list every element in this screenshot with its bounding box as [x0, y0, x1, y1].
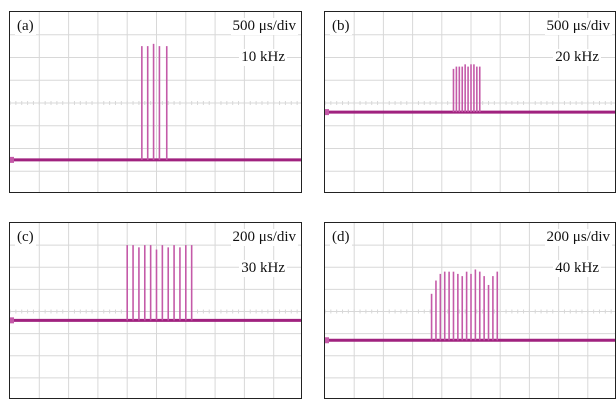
- scope-panel-a: (a) 500 μs/div 10 kHz: [9, 11, 302, 193]
- scope-panel-c: (c) 200 μs/div 30 kHz: [9, 222, 302, 399]
- frequency-label-b: 20 kHz: [553, 49, 601, 66]
- panel-label-b: (b): [330, 18, 352, 35]
- plot-area-c: [10, 223, 301, 398]
- plot-area-b: [325, 12, 615, 192]
- timebase-label-c: 200 μs/div: [230, 229, 298, 246]
- frequency-label-c: 30 kHz: [239, 260, 287, 277]
- timebase-label-a: 500 μs/div: [230, 18, 298, 35]
- frequency-label-d: 40 kHz: [553, 260, 601, 277]
- scope-panel-d: (d) 200 μs/div 40 kHz: [324, 222, 616, 399]
- panel-label-d: (d): [330, 229, 352, 246]
- timebase-label-d: 200 μs/div: [544, 229, 612, 246]
- plot-area-d: [325, 223, 615, 398]
- plot-area-a: [10, 12, 301, 192]
- ground-marker: [10, 156, 14, 163]
- ground-marker: [325, 337, 329, 344]
- ground-marker: [10, 317, 14, 324]
- scope-panel-b: (b) 500 μs/div 20 kHz: [324, 11, 616, 193]
- ground-marker: [325, 109, 329, 116]
- frequency-label-a: 10 kHz: [239, 49, 287, 66]
- panel-label-a: (a): [15, 18, 36, 35]
- timebase-label-b: 500 μs/div: [544, 18, 612, 35]
- panel-label-c: (c): [15, 229, 36, 246]
